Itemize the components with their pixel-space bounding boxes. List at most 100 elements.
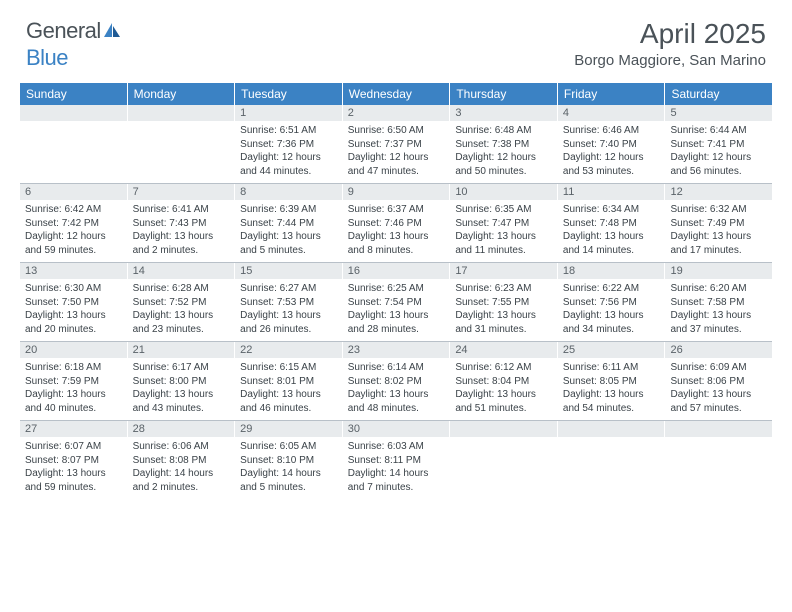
day-number: 9 xyxy=(343,184,450,200)
day-detail-line: Sunset: 7:48 PM xyxy=(563,217,660,231)
calendar-day: 7Sunrise: 6:41 AMSunset: 7:43 PMDaylight… xyxy=(128,184,236,262)
day-detail: Sunrise: 6:25 AMSunset: 7:54 PMDaylight:… xyxy=(343,279,450,339)
day-detail-line: and 51 minutes. xyxy=(455,402,552,416)
day-detail: Sunrise: 6:07 AMSunset: 8:07 PMDaylight:… xyxy=(20,437,127,497)
day-number: 21 xyxy=(128,342,235,358)
weekday-header: Thursday xyxy=(450,83,558,105)
day-detail-line: Sunset: 8:06 PM xyxy=(670,375,767,389)
day-detail-line: Sunrise: 6:39 AM xyxy=(240,203,337,217)
day-detail-line: Daylight: 13 hours xyxy=(25,467,122,481)
day-detail-line: Daylight: 13 hours xyxy=(563,309,660,323)
day-number: 5 xyxy=(665,105,772,121)
day-detail: Sunrise: 6:18 AMSunset: 7:59 PMDaylight:… xyxy=(20,358,127,418)
day-detail-line: and 44 minutes. xyxy=(240,165,337,179)
day-detail-line: and 59 minutes. xyxy=(25,481,122,495)
day-detail: Sunrise: 6:30 AMSunset: 7:50 PMDaylight:… xyxy=(20,279,127,339)
day-detail: Sunrise: 6:09 AMSunset: 8:06 PMDaylight:… xyxy=(665,358,772,418)
day-number: 10 xyxy=(450,184,557,200)
day-detail: Sunrise: 6:15 AMSunset: 8:01 PMDaylight:… xyxy=(235,358,342,418)
day-detail: Sunrise: 6:28 AMSunset: 7:52 PMDaylight:… xyxy=(128,279,235,339)
day-detail-line: Sunset: 7:55 PM xyxy=(455,296,552,310)
day-detail-line: Sunrise: 6:05 AM xyxy=(240,440,337,454)
calendar-week: 13Sunrise: 6:30 AMSunset: 7:50 PMDayligh… xyxy=(20,263,772,342)
day-detail-line: Daylight: 14 hours xyxy=(133,467,230,481)
day-detail: Sunrise: 6:05 AMSunset: 8:10 PMDaylight:… xyxy=(235,437,342,497)
calendar-day: 1Sunrise: 6:51 AMSunset: 7:36 PMDaylight… xyxy=(235,105,343,183)
day-number: 17 xyxy=(450,263,557,279)
calendar-day: 16Sunrise: 6:25 AMSunset: 7:54 PMDayligh… xyxy=(343,263,451,341)
day-detail-line: Daylight: 13 hours xyxy=(670,230,767,244)
day-detail-line: Sunrise: 6:46 AM xyxy=(563,124,660,138)
day-detail-line: Sunrise: 6:34 AM xyxy=(563,203,660,217)
day-detail-line: Sunset: 7:50 PM xyxy=(25,296,122,310)
day-detail-line: Sunrise: 6:12 AM xyxy=(455,361,552,375)
day-detail: Sunrise: 6:22 AMSunset: 7:56 PMDaylight:… xyxy=(558,279,665,339)
calendar-day xyxy=(450,421,558,499)
day-detail-line: Sunrise: 6:11 AM xyxy=(563,361,660,375)
day-number xyxy=(665,421,772,437)
day-detail-line: Sunrise: 6:06 AM xyxy=(133,440,230,454)
weekday-header: Friday xyxy=(558,83,666,105)
day-detail-line: Sunrise: 6:42 AM xyxy=(25,203,122,217)
calendar-week: 6Sunrise: 6:42 AMSunset: 7:42 PMDaylight… xyxy=(20,184,772,263)
calendar-day: 8Sunrise: 6:39 AMSunset: 7:44 PMDaylight… xyxy=(235,184,343,262)
day-detail-line: Daylight: 12 hours xyxy=(348,151,445,165)
day-detail-line: and 59 minutes. xyxy=(25,244,122,258)
calendar-day: 13Sunrise: 6:30 AMSunset: 7:50 PMDayligh… xyxy=(20,263,128,341)
calendar-day: 2Sunrise: 6:50 AMSunset: 7:37 PMDaylight… xyxy=(343,105,451,183)
day-detail: Sunrise: 6:14 AMSunset: 8:02 PMDaylight:… xyxy=(343,358,450,418)
calendar-day: 25Sunrise: 6:11 AMSunset: 8:05 PMDayligh… xyxy=(558,342,666,420)
day-number: 4 xyxy=(558,105,665,121)
day-number: 15 xyxy=(235,263,342,279)
day-detail-line: Daylight: 12 hours xyxy=(670,151,767,165)
day-detail-line: Sunrise: 6:44 AM xyxy=(670,124,767,138)
month-title: April 2025 xyxy=(574,18,766,50)
day-detail-line: Sunset: 7:58 PM xyxy=(670,296,767,310)
day-detail-line: Sunrise: 6:35 AM xyxy=(455,203,552,217)
day-detail-line: Sunrise: 6:50 AM xyxy=(348,124,445,138)
day-detail: Sunrise: 6:46 AMSunset: 7:40 PMDaylight:… xyxy=(558,121,665,181)
day-detail-line: Sunset: 7:52 PM xyxy=(133,296,230,310)
day-number xyxy=(450,421,557,437)
day-detail: Sunrise: 6:41 AMSunset: 7:43 PMDaylight:… xyxy=(128,200,235,260)
day-detail-line: Daylight: 13 hours xyxy=(563,388,660,402)
day-number: 8 xyxy=(235,184,342,200)
day-number: 14 xyxy=(128,263,235,279)
day-detail-line: Sunrise: 6:30 AM xyxy=(25,282,122,296)
day-detail-line: Sunset: 8:10 PM xyxy=(240,454,337,468)
day-number: 1 xyxy=(235,105,342,121)
day-detail: Sunrise: 6:39 AMSunset: 7:44 PMDaylight:… xyxy=(235,200,342,260)
day-detail-line: Sunset: 7:43 PM xyxy=(133,217,230,231)
day-detail-line: Daylight: 13 hours xyxy=(133,309,230,323)
day-number: 25 xyxy=(558,342,665,358)
weekday-header: Saturday xyxy=(665,83,772,105)
day-number: 6 xyxy=(20,184,127,200)
day-detail-line: Daylight: 13 hours xyxy=(563,230,660,244)
day-detail-line: Sunset: 7:47 PM xyxy=(455,217,552,231)
brand-sail-icon xyxy=(102,19,122,45)
weekday-header: Sunday xyxy=(20,83,128,105)
day-detail: Sunrise: 6:20 AMSunset: 7:58 PMDaylight:… xyxy=(665,279,772,339)
day-detail-line: Daylight: 13 hours xyxy=(348,309,445,323)
calendar-week: 20Sunrise: 6:18 AMSunset: 7:59 PMDayligh… xyxy=(20,342,772,421)
day-detail-line: and 2 minutes. xyxy=(133,481,230,495)
day-detail-line: and 53 minutes. xyxy=(563,165,660,179)
day-detail-line: and 20 minutes. xyxy=(25,323,122,337)
day-detail-line: Sunrise: 6:25 AM xyxy=(348,282,445,296)
day-detail-line: Sunset: 8:04 PM xyxy=(455,375,552,389)
brand-text: GeneralBlue xyxy=(26,18,123,71)
day-detail-line: and 56 minutes. xyxy=(670,165,767,179)
day-detail-line: Daylight: 12 hours xyxy=(240,151,337,165)
day-detail-line: Sunset: 8:00 PM xyxy=(133,375,230,389)
day-detail-line: Sunrise: 6:22 AM xyxy=(563,282,660,296)
day-detail-line: Daylight: 14 hours xyxy=(240,467,337,481)
day-detail-line: and 17 minutes. xyxy=(670,244,767,258)
day-detail-line: Sunrise: 6:14 AM xyxy=(348,361,445,375)
calendar-day: 21Sunrise: 6:17 AMSunset: 8:00 PMDayligh… xyxy=(128,342,236,420)
day-detail-line: Sunset: 8:02 PM xyxy=(348,375,445,389)
day-detail-line: and 26 minutes. xyxy=(240,323,337,337)
calendar-day: 10Sunrise: 6:35 AMSunset: 7:47 PMDayligh… xyxy=(450,184,558,262)
weekday-header-row: SundayMondayTuesdayWednesdayThursdayFrid… xyxy=(20,83,772,105)
day-detail: Sunrise: 6:37 AMSunset: 7:46 PMDaylight:… xyxy=(343,200,450,260)
weekday-header: Monday xyxy=(128,83,236,105)
